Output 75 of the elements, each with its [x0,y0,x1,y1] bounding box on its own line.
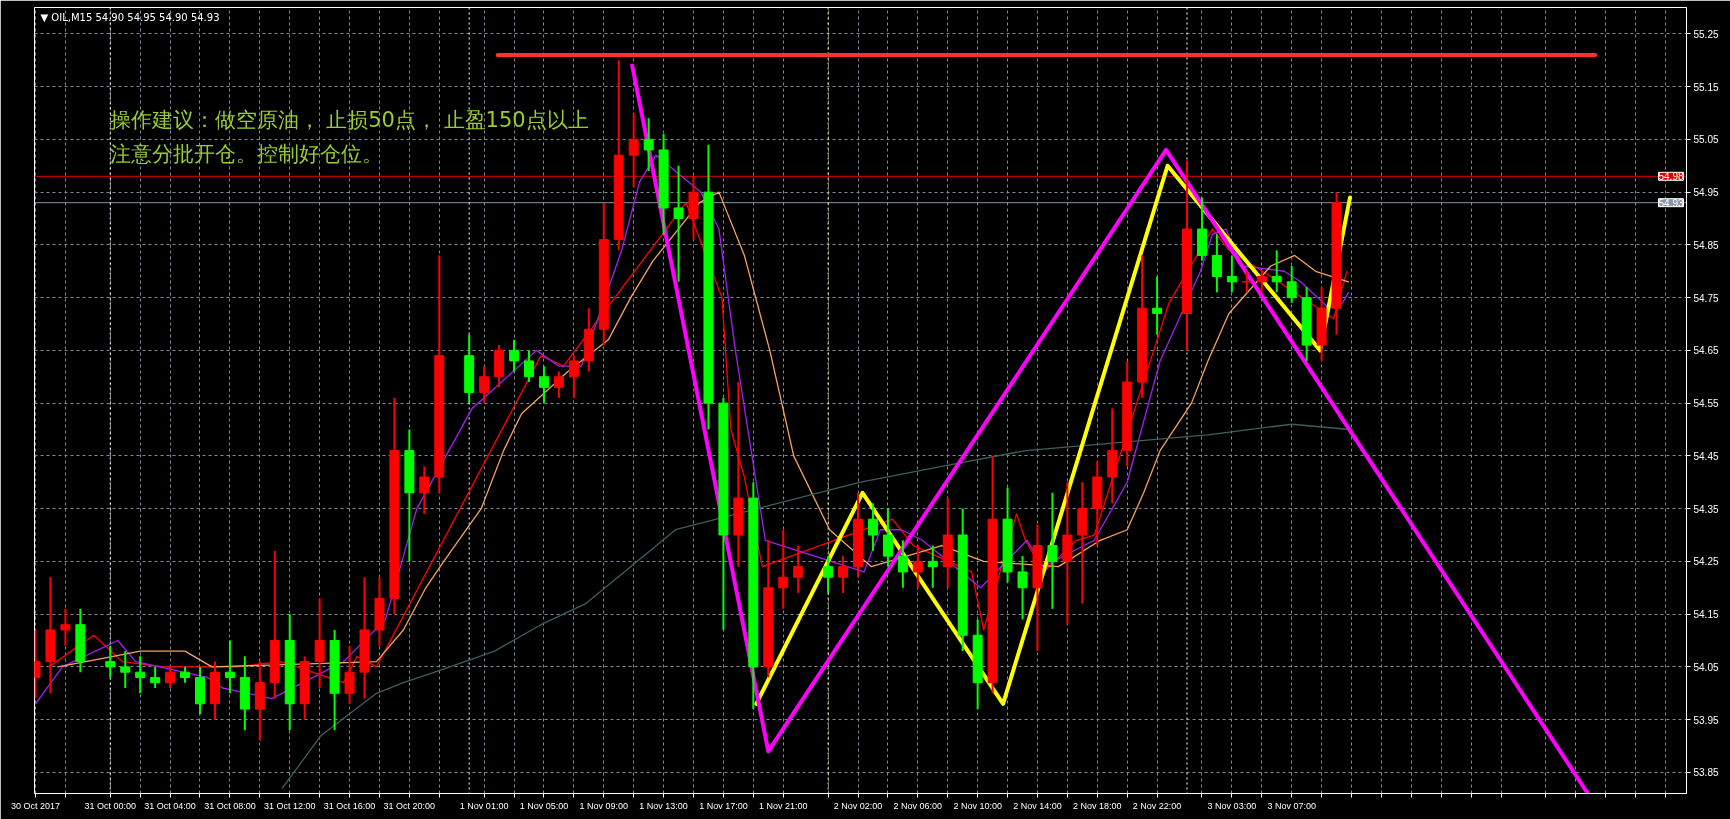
x-tick-label: 31 Oct 12:00 [263,800,316,811]
x-tick-label: 2 Nov 10:00 [953,800,1002,811]
candlestick [1271,249,1282,294]
y-tick-label: 54.35 [1693,503,1719,515]
y-tick-label: 54.05 [1693,661,1719,673]
ref-line-label: 54.98 [1658,171,1684,183]
candlestick [793,544,804,595]
x-tick-label: 2 Nov 22:00 [1132,800,1182,811]
x-tick-label: 2 Nov 02:00 [833,800,883,811]
x-tick-label: 2 Nov 06:00 [893,800,943,811]
y-tick-label: 54.95 [1693,187,1719,199]
x-tick-label: 1 Nov 01:00 [459,800,509,811]
candlestick [524,349,534,384]
candlestick [1047,491,1058,610]
y-tick-label: 54.25 [1693,556,1719,568]
x-tick-label: 31 Oct 00:00 [84,800,137,811]
candlestick [150,665,161,689]
x-tick-label: 1 Nov 09:00 [579,800,629,811]
candlestick [1226,254,1237,294]
annotation: 注意分批开仓。控制好仓位。 [109,141,383,166]
x-tick-label: 30 Oct 2017 [10,800,61,811]
candlestick [105,644,116,679]
candlestick [927,544,938,589]
candlestick [882,507,893,568]
candlestick [1256,270,1267,294]
x-tick-label: 2 Nov 18:00 [1073,800,1122,811]
candlestick [673,164,684,283]
candlestick [479,365,490,405]
x-tick-label: 3 Nov 03:00 [1207,800,1257,811]
x-tick-label: 31 Oct 04:00 [144,800,196,811]
y-tick-label: 54.55 [1693,398,1719,410]
x-tick-label: 2 Nov 14:00 [1013,800,1062,811]
candlestick [135,655,146,695]
candlestick [224,639,235,695]
candlestick [1152,275,1163,336]
x-tick-label: 1 Nov 13:00 [639,800,688,811]
y-tick-label: 54.85 [1693,239,1719,251]
candlestick [838,555,849,595]
x-tick-label: 1 Nov 17:00 [699,800,748,811]
x-tick-label: 31 Oct 16:00 [323,800,376,811]
candlestick [1017,555,1028,621]
candlestick [120,650,131,689]
y-tick-label: 54.45 [1693,450,1719,462]
candlestick [60,607,71,647]
annotation: 操作建议：做空原油， 止损50点， 止盈150点以上 [109,107,589,132]
candlestick [867,502,878,552]
candlestick [897,539,908,589]
candlestick [538,365,549,405]
candlestick [643,117,654,173]
candlestick [553,370,564,399]
candlestick [912,544,923,589]
candlestick [628,112,639,188]
candlestick [823,555,834,595]
x-tick-label: 31 Oct 20:00 [383,800,436,811]
y-tick-label: 55.15 [1693,81,1719,93]
candlestick [419,465,430,515]
candlestick [1286,264,1297,304]
line-series [630,63,1590,794]
chart-title: ▼ OIL,M15 54.90 54.95 54.90 54.93 [40,11,220,23]
x-tick-label: 3 Nov 07:00 [1267,800,1316,811]
y-tick-label: 55.25 [1693,28,1719,40]
y-tick-label: 54.65 [1693,345,1719,357]
x-tick-label: 1 Nov 21:00 [758,800,808,811]
x-tick-label: 1 Nov 05:00 [519,800,569,811]
y-tick-label: 53.85 [1693,767,1719,779]
candlestick [1211,233,1222,294]
y-tick-label: 54.15 [1693,609,1719,621]
y-tick-label: 53.95 [1693,714,1719,726]
x-tick-label: 31 Oct 08:00 [204,800,256,811]
candlestick [778,528,789,610]
y-tick-label: 55.05 [1693,134,1719,146]
ref-line-label: 54.93 [1658,197,1684,209]
y-tick-label: 54.75 [1693,292,1719,304]
candlestick [568,354,579,399]
candlestick [509,338,520,373]
